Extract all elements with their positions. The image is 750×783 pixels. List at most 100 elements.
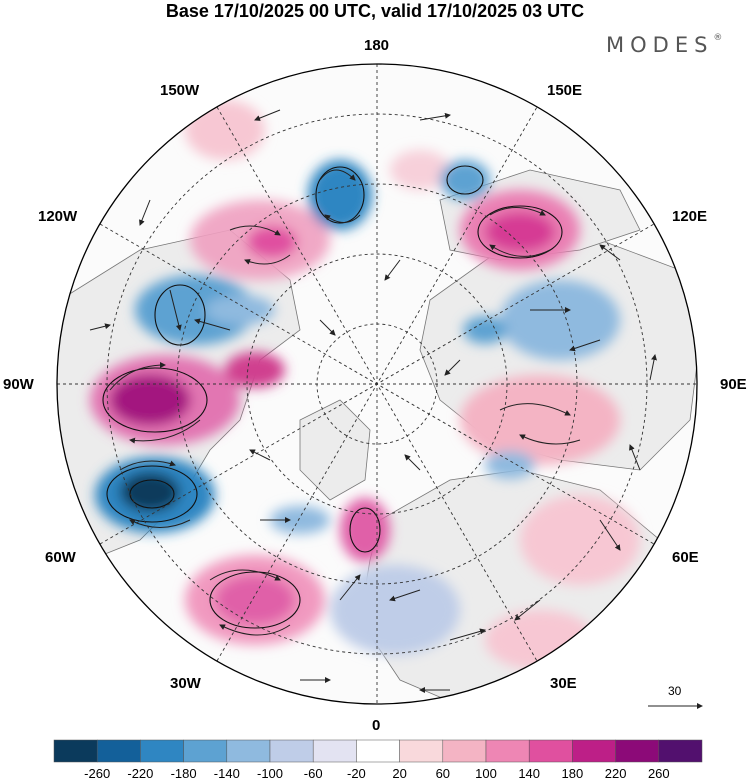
lon-label-120w: 120W xyxy=(38,208,78,225)
wind-vector xyxy=(599,519,621,551)
logo-text: MODES xyxy=(606,33,714,57)
colorbar-swatch xyxy=(96,739,141,763)
colorbar-tick-label: -60 xyxy=(303,766,323,781)
wind-vector xyxy=(129,519,191,528)
wind-vector xyxy=(419,112,451,121)
wind-vector xyxy=(389,589,421,602)
colorbar-swatch xyxy=(485,739,530,763)
negative-anomaly-east-siberia xyxy=(500,280,620,360)
colorbar-swatch xyxy=(140,739,184,763)
lon-label-180: 180 xyxy=(364,37,390,54)
wind-vector xyxy=(489,207,546,216)
wind-vector xyxy=(499,403,571,416)
colorbar-tick-label: 180 xyxy=(561,766,584,781)
colorbar-swatch xyxy=(442,739,487,763)
positive-anomaly-hudson-core xyxy=(110,375,190,425)
colorbar-tick-label: -140 xyxy=(213,766,240,781)
wind-vector xyxy=(449,628,486,641)
lon-label-30e: 30E xyxy=(550,675,577,692)
lon-label-150e: 150E xyxy=(547,82,583,99)
lon-label-90w: 90W xyxy=(3,376,34,393)
wind-vector xyxy=(444,359,461,376)
lon-label-90e: 90E xyxy=(720,376,747,393)
positive-anomaly-siberia xyxy=(460,375,620,465)
colorbar-tick-label: 220 xyxy=(604,766,627,781)
wind-vector xyxy=(384,259,401,281)
wind-vector xyxy=(89,323,111,331)
positive-anomaly-alaska-core xyxy=(247,226,297,258)
negative-anomaly-labrador-core xyxy=(120,472,180,512)
positive-anomaly-caspian xyxy=(485,610,595,670)
colorbar-swatch xyxy=(183,739,228,763)
map-boundary xyxy=(56,63,698,705)
wind-vector xyxy=(249,449,271,461)
positive-anomaly-atlantic-core xyxy=(215,575,295,625)
wind-vector xyxy=(489,244,551,257)
contour-hudson xyxy=(102,367,208,433)
colorbar-swatch xyxy=(356,739,400,763)
wind-vector xyxy=(119,460,176,471)
wind-vector xyxy=(219,624,291,636)
wind-vector xyxy=(404,454,421,471)
colorbar-swatch xyxy=(269,739,314,763)
colorbar-tick-label: -260 xyxy=(84,766,111,781)
contour-chukotka xyxy=(477,205,563,259)
negative-anomaly-gulf xyxy=(205,295,275,325)
positive-anomaly-canada xyxy=(225,352,285,388)
colorbar-swatch xyxy=(658,739,703,763)
negative-anomaly-laptev xyxy=(463,316,507,344)
wind-vector xyxy=(244,254,291,265)
positive-anomaly-bering xyxy=(390,150,450,190)
lon-label-0: 0 xyxy=(372,717,381,734)
contour-atlantic xyxy=(209,571,301,629)
contour-labrador xyxy=(106,465,198,523)
colorbar-swatch xyxy=(399,739,444,763)
greenland xyxy=(299,399,371,501)
map-disc xyxy=(57,64,697,704)
negative-anomaly-europe xyxy=(330,565,460,655)
meridian-150w-30e xyxy=(216,106,538,662)
lon-label-120e: 120E xyxy=(672,208,708,225)
negative-anomaly-yukon xyxy=(135,275,255,345)
wind-vector xyxy=(254,109,281,121)
colorbar-tick-label: -100 xyxy=(256,766,284,781)
lon-label-60w: 60W xyxy=(45,549,76,566)
wind-vector xyxy=(519,434,581,445)
wind-vector xyxy=(169,289,182,331)
wind-vector xyxy=(109,362,166,391)
colorbar-tick-label: -20 xyxy=(346,766,366,781)
wind-vector xyxy=(319,169,356,181)
colorbar-swatch xyxy=(572,739,616,763)
colorbar-tick-label: 100 xyxy=(475,766,497,781)
colorbar-swatch xyxy=(53,739,98,763)
wind-vector xyxy=(569,339,601,352)
wind-vector xyxy=(629,444,641,471)
colorbar-tick-label: 140 xyxy=(518,766,541,781)
positive-anomaly-scandinavia xyxy=(340,498,390,562)
colorbar-swatch xyxy=(312,739,357,763)
wind-vector xyxy=(139,199,151,226)
colorbar-tick-label: 260 xyxy=(647,766,670,781)
wind-vector xyxy=(339,574,361,601)
reference-vector-label: 30 xyxy=(668,684,682,698)
colorbar-tick-label: -180 xyxy=(170,766,197,781)
wind-vector xyxy=(514,599,541,621)
wind-vector xyxy=(209,569,281,581)
wind-vector xyxy=(129,419,201,444)
positive-anomaly-chukotka-core xyxy=(485,212,555,252)
lon-label-60e: 60E xyxy=(672,549,699,566)
lon-label-30w: 30W xyxy=(170,675,201,692)
wind-vector xyxy=(319,319,336,336)
contour-kamchatka xyxy=(446,165,484,195)
positive-anomaly-pacific xyxy=(185,100,265,160)
negative-anomaly-barents xyxy=(485,451,535,479)
colorbar-swatch xyxy=(528,739,573,763)
colorbar xyxy=(53,739,703,763)
colorbar-swatch xyxy=(226,739,271,763)
graticule xyxy=(57,64,697,704)
wind-vectors xyxy=(89,109,657,693)
negative-anomaly-bering-sea xyxy=(308,160,372,230)
positive-anomaly-central-asia xyxy=(520,495,640,585)
wind-vector xyxy=(229,225,281,236)
